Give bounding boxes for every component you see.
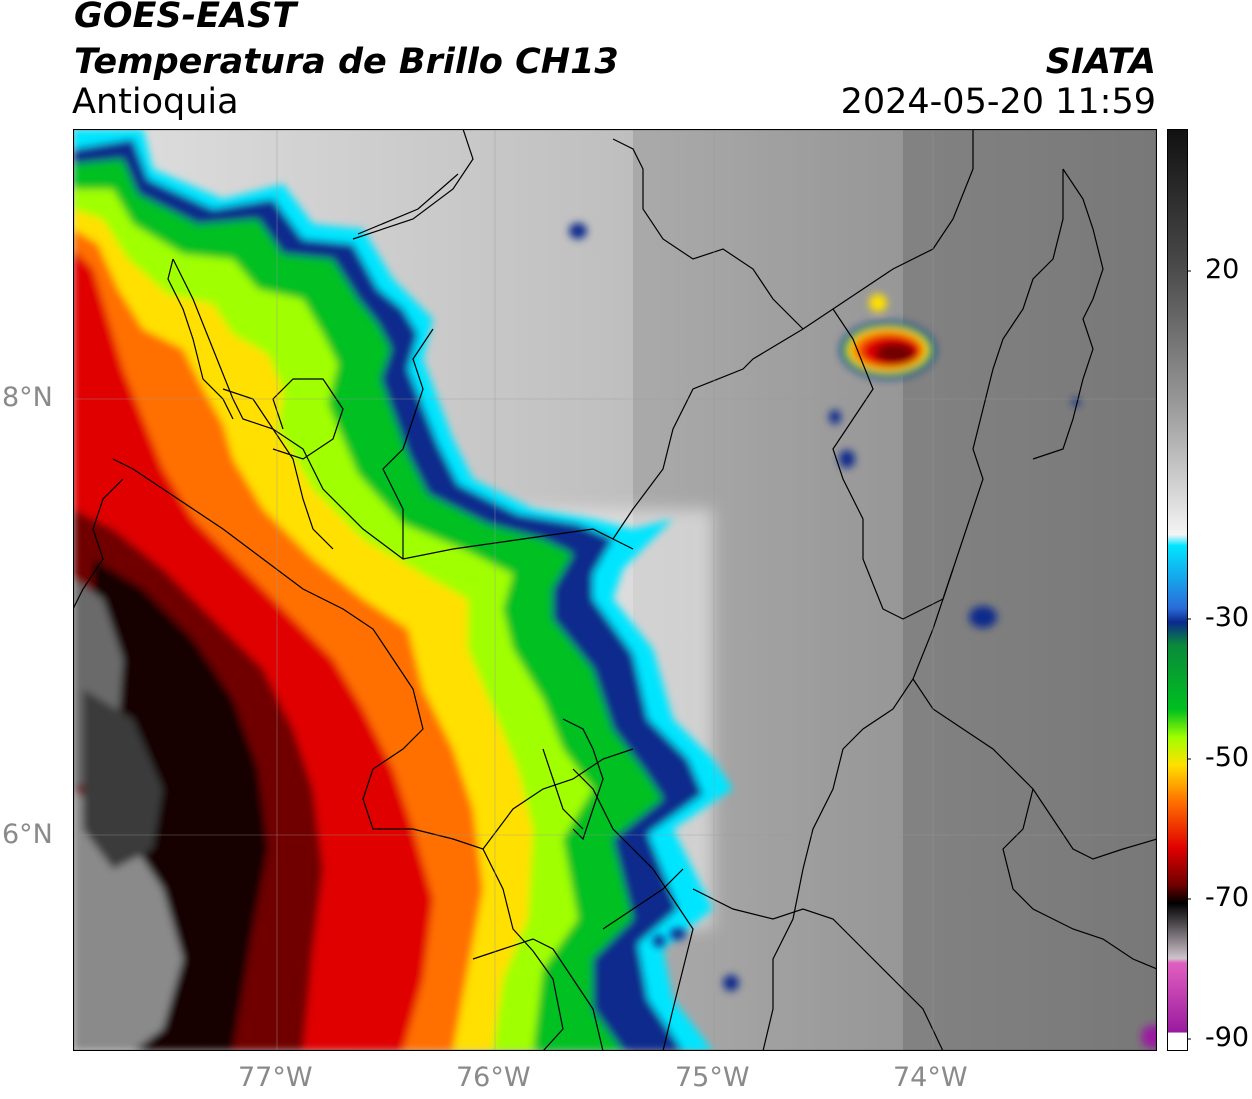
colorbar-tick-neg50: -50	[1205, 742, 1250, 773]
map-frame	[73, 129, 1157, 1051]
colorbar-tick-neg70: -70	[1205, 882, 1250, 913]
colorbar-tick-neg30: -30	[1205, 602, 1250, 633]
small-cells	[569, 223, 1157, 1049]
brightness-temperature-map	[73, 129, 1157, 1051]
convective-cell	[840, 294, 936, 379]
datetime-label: 2024-05-20 11:59	[840, 82, 1156, 122]
colorbar-tick-20: 20	[1205, 254, 1240, 285]
lat-label-8n: 8°N	[2, 382, 53, 413]
lon-label-74w: 74°W	[893, 1062, 968, 1093]
lon-label-75w: 75°W	[675, 1062, 750, 1093]
lat-label-6n: 6°N	[2, 819, 53, 850]
graticule	[73, 129, 1157, 1051]
colorbar-tick-neg90: -90	[1205, 1022, 1250, 1053]
temperature-colorbar	[1167, 129, 1191, 1051]
lon-label-76w: 76°W	[456, 1062, 531, 1093]
region-label: Antioquia	[72, 82, 239, 122]
product-title: Temperatura de Brillo CH13	[74, 42, 619, 82]
lon-label-77w: 77°W	[238, 1062, 313, 1093]
brand-label: SIATA	[1045, 42, 1156, 82]
satellite-title: GOES-EAST	[74, 0, 297, 36]
